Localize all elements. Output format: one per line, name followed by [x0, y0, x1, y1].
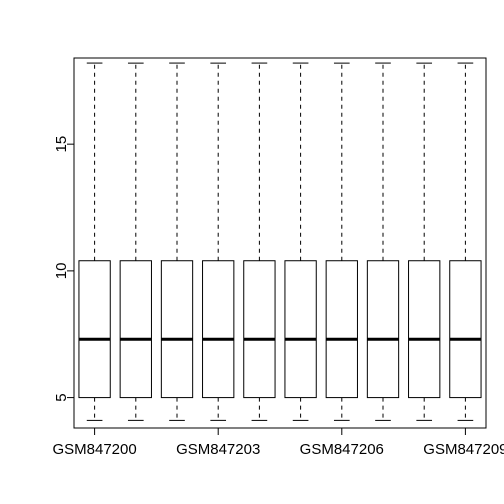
- x-tick-label: GSM847200: [52, 441, 136, 458]
- box: [409, 63, 440, 420]
- box: [450, 63, 481, 420]
- box: [79, 63, 110, 420]
- box: [367, 63, 398, 420]
- box: [285, 63, 316, 420]
- y-tick-label: 10: [53, 263, 70, 280]
- boxplot-chart: 5 10 15 GSM847200 GSM847203 GSM847206 GSM84720…: [0, 0, 504, 504]
- y-tick-label: 15: [53, 136, 70, 153]
- box: [161, 63, 192, 420]
- box: [203, 63, 234, 420]
- x-tick-label: GSM847206: [300, 441, 384, 458]
- box: [244, 63, 275, 420]
- x-tick-label: GSM847209: [423, 441, 504, 458]
- box: [120, 63, 151, 420]
- y-tick-label: 5: [53, 393, 70, 401]
- x-tick-label: GSM847203: [176, 441, 260, 458]
- box: [326, 63, 357, 420]
